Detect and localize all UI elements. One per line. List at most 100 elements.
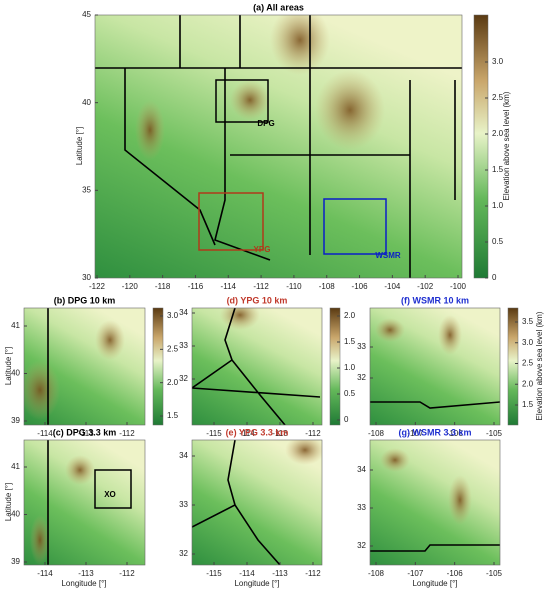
- region-box: [215, 79, 269, 123]
- terrain: [192, 308, 322, 425]
- boundary: [192, 308, 321, 425]
- y-tick-label: 34: [357, 465, 366, 474]
- map-image: [370, 308, 500, 425]
- x-tick-label: -114: [221, 282, 237, 291]
- map-image: [192, 308, 322, 425]
- x-tick-label: -113: [272, 569, 288, 578]
- frame: [191, 439, 323, 566]
- y-tick-label: 41: [11, 462, 20, 471]
- y-tick-label: 39: [11, 416, 20, 425]
- colorbar-tick-label: 2.5: [522, 359, 534, 368]
- y-tick-label: 41: [11, 321, 20, 330]
- y-axis-label: Latitude [°]: [4, 347, 13, 385]
- region-box: [198, 192, 264, 251]
- annotation: WSMR: [375, 251, 401, 260]
- colorbar: [507, 307, 519, 426]
- x-tick-label: -112: [305, 569, 321, 578]
- colorbar-tick-label: 2.0: [492, 129, 504, 138]
- y-tick-label: 39: [11, 557, 20, 566]
- y-tick-label: 33: [179, 341, 188, 350]
- x-tick-label: -112: [253, 282, 269, 291]
- x-tick-label: -118: [155, 282, 171, 291]
- highland: [448, 475, 472, 525]
- y-tick-label: 34: [179, 308, 188, 317]
- map-image: [370, 440, 500, 565]
- colorbar-tick-label: 1.5: [167, 411, 179, 420]
- colorbar-tick-label: 3.5: [522, 317, 534, 326]
- y-tick-label: 33: [357, 503, 366, 512]
- x-tick-label: -112: [305, 429, 321, 438]
- highland: [95, 320, 125, 360]
- y-tick-label: 32: [357, 373, 366, 382]
- x-tick-label: -107: [407, 429, 424, 438]
- highland: [30, 515, 50, 565]
- x-axis-label: Longitude [°]: [412, 579, 457, 588]
- frame: [369, 439, 501, 566]
- colorbar: [152, 307, 164, 426]
- x-tick-label: -114: [37, 569, 53, 578]
- x-tick-label: -114: [37, 429, 53, 438]
- colorbar-label: Elevation above sea level (km): [535, 311, 544, 420]
- x-tick-label: -106: [447, 569, 464, 578]
- annotation: XO: [104, 490, 116, 499]
- y-tick-label: 40: [82, 98, 91, 107]
- colorbar-tick-label: 2.0: [167, 378, 179, 387]
- x-tick-label: -115: [206, 429, 222, 438]
- x-tick-label: -108: [368, 429, 385, 438]
- frame: [191, 307, 323, 426]
- highland: [24, 360, 60, 420]
- x-axis-label: Longitude [°]: [234, 579, 279, 588]
- highland: [285, 440, 322, 465]
- x-tick-label: -112: [119, 569, 135, 578]
- map-panel: (f) WSMR 10 km -108 -107 -106 -105 33 32 1.5 2.0…: [357, 295, 544, 438]
- colorbar-tick-label: 1.0: [492, 201, 504, 210]
- colorbar-tick-label: 3.0: [522, 338, 534, 347]
- y-tick-label: 33: [179, 500, 188, 509]
- y-tick-label: 40: [11, 369, 20, 378]
- annotation: YPG: [254, 245, 271, 254]
- x-tick-label: -115: [206, 569, 222, 578]
- region-box: [94, 469, 132, 509]
- colorbar: [473, 14, 489, 279]
- y-tick-label: 30: [82, 273, 91, 282]
- highland: [380, 448, 410, 472]
- x-axis-label: Longitude [°]: [61, 579, 106, 588]
- frame: [23, 307, 146, 426]
- panel-title: (f) WSMR 10 km: [401, 295, 469, 305]
- colorbar-tick-label: 1.5: [344, 337, 356, 346]
- highland: [315, 70, 385, 150]
- x-tick-label: -114: [239, 569, 255, 578]
- frame: [23, 439, 146, 566]
- colorbar-tick-label: 0.5: [492, 237, 504, 246]
- x-tick-label: -108: [368, 569, 385, 578]
- highland: [375, 318, 405, 342]
- y-tick-label: 32: [179, 549, 188, 558]
- colorbar-tick-label: 3.0: [167, 311, 179, 320]
- colorbar-tick-label: 1.5: [492, 165, 504, 174]
- x-tick-label: -114: [239, 429, 255, 438]
- highland: [65, 455, 95, 485]
- boundary: [192, 440, 281, 565]
- y-tick-label: 40: [11, 510, 20, 519]
- region-box: [323, 198, 387, 255]
- boundary: [370, 401, 500, 409]
- x-tick-label: -100: [450, 282, 467, 291]
- colorbar-tick-label: 2.0: [344, 311, 356, 320]
- x-tick-label: -116: [188, 282, 204, 291]
- map-panel: (d) YPG 10 km -115 -114 -113 -112 34 33 32 0 0.5 1…: [179, 295, 356, 438]
- colorbar-tick-label: 2.5: [167, 344, 179, 353]
- map-panel: (a) All areas -122 -120 -118 -116 -114 -112 -11…: [75, 2, 511, 291]
- boundary: [370, 544, 500, 552]
- frame: [369, 307, 501, 426]
- panel-title: (c) DPG 3.3 km: [53, 427, 117, 437]
- x-tick-label: -113: [78, 569, 94, 578]
- x-tick-label: -113: [78, 429, 94, 438]
- y-axis-label: Latitude [°]: [4, 483, 13, 521]
- map-panel: (g) WSMR 3.3 km -108 -107 -106 -105 34 33 32 Lon…: [357, 427, 502, 588]
- y-tick-label: 32: [357, 541, 366, 550]
- map-image: [192, 440, 322, 565]
- colorbar-label: Elevation above sea level (km): [502, 91, 511, 200]
- panel-title: (g) WSMR 3.3 km: [398, 427, 471, 437]
- map-panel: (e) YPG 3.3 km -115 -114 -113 -112 34 33 32 Long…: [179, 427, 323, 588]
- y-axis-label: Latitude [°]: [75, 127, 84, 165]
